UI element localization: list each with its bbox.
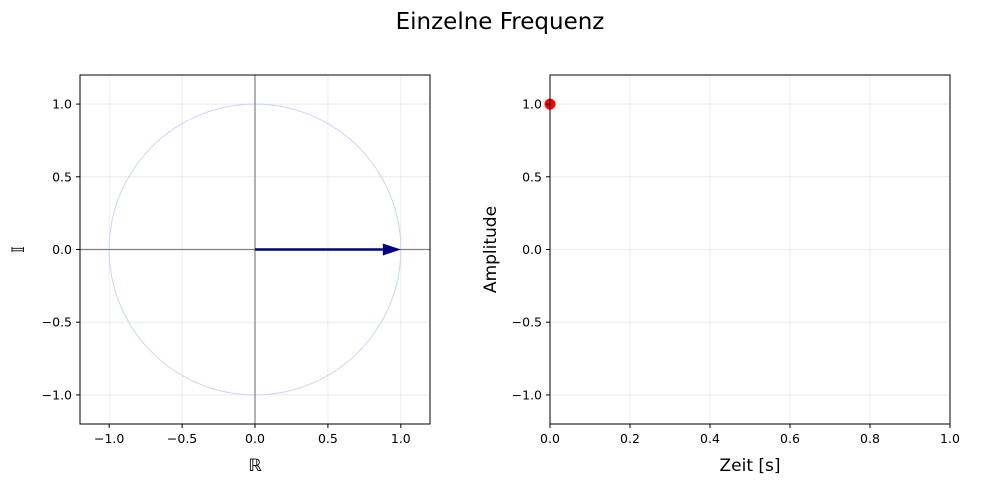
x-tick-label: 0.6	[780, 431, 800, 446]
x-tick-label: 0.8	[860, 431, 880, 446]
x-tick-label: 1.0	[391, 431, 411, 446]
y-tick-label: −1.0	[42, 387, 72, 402]
x-tick-label: 0.0	[245, 431, 265, 446]
y-tick-label: 0.5	[522, 169, 542, 184]
x-axis-label: ℝ	[248, 456, 262, 476]
y-tick-label: −0.5	[42, 315, 72, 330]
y-tick-label: 1.0	[52, 97, 72, 112]
y-tick-label: −0.5	[512, 315, 542, 330]
figure-title: Einzelne Frequenz	[396, 9, 605, 35]
y-tick-label: 1.0	[522, 97, 542, 112]
y-axis-label: Amplitude	[481, 206, 501, 293]
x-tick-label: 0.5	[318, 431, 338, 446]
x-axis-label: Zeit [s]	[719, 456, 780, 476]
x-tick-label: −0.5	[167, 431, 197, 446]
x-tick-label: 0.4	[700, 431, 720, 446]
x-tick-label: 1.0	[940, 431, 960, 446]
y-tick-label: 0.0	[522, 242, 542, 257]
y-axis-label: 𝕀	[9, 246, 29, 253]
phasor-panel: −1.0 −0.5 0.0 0.5 1.0 −1.0 −0.5 0.0 0.5 1.0 ℝ 𝕀	[9, 74, 431, 476]
x-tick-label: 0.2	[620, 431, 640, 446]
x-tick-label: −1.0	[94, 431, 124, 446]
y-tick-label: 0.0	[52, 242, 72, 257]
x-tick-label: 0.0	[540, 431, 560, 446]
y-tick-label: −1.0	[512, 387, 542, 402]
phasor-arrowhead	[382, 243, 401, 256]
amplitude-panel: 0.0 0.2 0.4 0.6 0.8 1.0 −1.0 −0.5 0.0 0.5 1.0 Zeit …	[481, 74, 960, 476]
y-tick-label: 0.5	[52, 169, 72, 184]
